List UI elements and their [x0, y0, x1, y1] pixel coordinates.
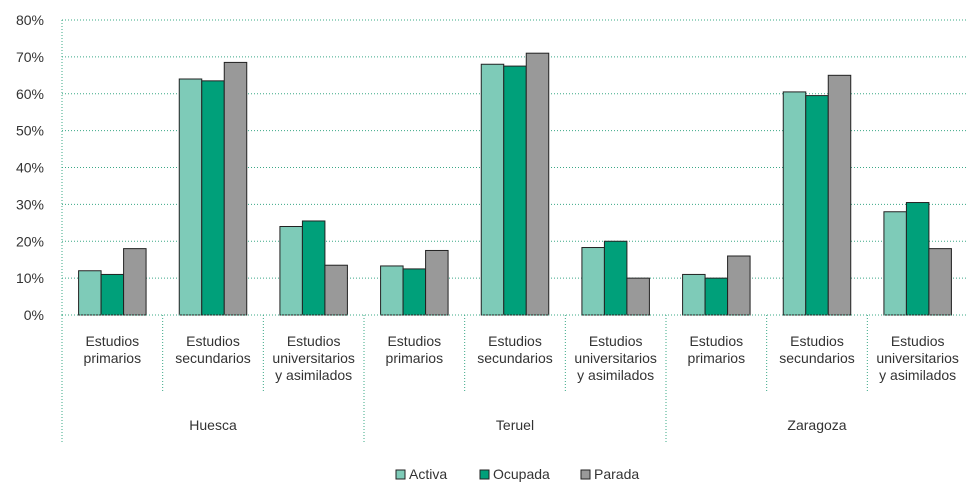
bar-activa — [178, 78, 203, 316]
bar-activa — [581, 247, 605, 316]
group-label: Teruel — [496, 417, 534, 433]
legend-label-activa: Activa — [409, 466, 447, 482]
bar-parada — [928, 248, 952, 316]
bar-parada — [223, 61, 248, 316]
bar-activa — [480, 63, 505, 316]
bar-activa — [279, 226, 303, 316]
bar-activa — [782, 91, 807, 316]
bar-parada — [425, 249, 449, 316]
legend-label-ocupada: Ocupada — [493, 466, 550, 482]
y-tick-label: 70% — [16, 49, 44, 65]
bar-activa — [380, 265, 404, 316]
bar-parada — [626, 277, 650, 316]
y-axis-tick-labels: 0% 10% 20% 30% 40% 50% 60% 70% 80% — [16, 12, 44, 323]
category-labels: Estudios primarios Estudios secundarios Estu… — [84, 333, 959, 433]
bar-activa — [883, 211, 907, 316]
legend: Activa Ocupada Parada — [395, 466, 639, 482]
category-label: Estudios secundarios — [175, 333, 251, 366]
category-label: Estudios secundarios — [477, 333, 553, 366]
bar-activa — [78, 270, 102, 316]
bar-parada — [324, 264, 348, 316]
category-label: Estudios secundarios — [779, 333, 855, 366]
y-tick-label: 0% — [24, 307, 44, 323]
legend-label-parada: Parada — [594, 466, 639, 482]
bar-activa — [682, 273, 706, 316]
y-tick-label: 60% — [16, 86, 44, 102]
category-label: Estudios universitarios y asimilados — [574, 333, 656, 383]
bar-ocupada — [503, 65, 527, 316]
bar-parada — [727, 255, 751, 316]
y-tick-label: 10% — [16, 270, 44, 286]
bar-ocupada — [100, 273, 125, 316]
bar-ocupada — [603, 240, 628, 316]
bar-parada — [827, 74, 852, 316]
y-tick-label: 80% — [16, 12, 44, 28]
y-tick-label: 40% — [16, 160, 44, 176]
category-label: Estudios primarios — [386, 333, 444, 366]
y-tick-label: 30% — [16, 196, 44, 212]
legend-swatch-activa — [395, 469, 406, 480]
bar-parada — [525, 52, 550, 316]
bar-ocupada — [402, 268, 427, 316]
legend-swatch-ocupada — [479, 469, 490, 480]
bar-ocupada — [301, 220, 326, 316]
bar-parada — [123, 248, 147, 316]
category-label: Estudios primarios — [84, 333, 142, 366]
group-label: Zaragoza — [787, 417, 846, 433]
bar-ocupada — [805, 95, 829, 316]
bar-ocupada — [704, 277, 729, 316]
category-label: Estudios primarios — [688, 333, 746, 366]
bar-ocupada — [201, 80, 225, 316]
group-label: Huesca — [189, 417, 237, 433]
category-label: Estudios universitarios y asimilados — [272, 333, 354, 383]
axes — [61, 20, 968, 443]
y-tick-label: 50% — [16, 123, 44, 139]
y-tick-label: 20% — [16, 233, 44, 249]
legend-swatch-parada — [580, 469, 591, 480]
bar-ocupada — [905, 202, 930, 316]
category-label: Estudios universitarios y asimilados — [876, 333, 958, 383]
bars — [78, 52, 952, 316]
